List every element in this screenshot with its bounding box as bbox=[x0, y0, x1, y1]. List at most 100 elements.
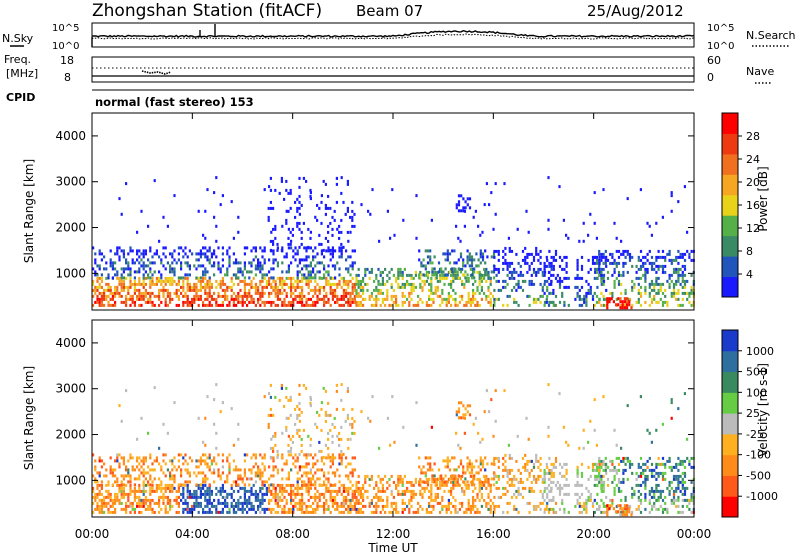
power-cell bbox=[144, 249, 147, 253]
velocity-cell bbox=[114, 507, 117, 511]
power-cell bbox=[182, 282, 185, 286]
velocity-cell bbox=[543, 486, 547, 490]
power-cell bbox=[334, 264, 337, 268]
velocity-cell bbox=[650, 486, 654, 490]
power-cell bbox=[340, 242, 343, 246]
power-cell bbox=[639, 258, 643, 262]
power-cell bbox=[351, 264, 354, 268]
velocity-cell bbox=[147, 471, 150, 475]
velocity-cell bbox=[441, 498, 444, 502]
velocity-cell bbox=[596, 492, 599, 496]
power-cell bbox=[292, 249, 295, 253]
power-cell bbox=[133, 300, 136, 304]
power-cell bbox=[611, 255, 614, 259]
power-cell bbox=[164, 303, 167, 307]
velocity-cell bbox=[609, 459, 612, 463]
colorbar-segment bbox=[722, 194, 738, 216]
velocity-cell bbox=[578, 446, 581, 450]
power-cell bbox=[351, 288, 354, 292]
colorbar-tick-label: 24 bbox=[746, 153, 760, 166]
power-cell bbox=[430, 297, 433, 301]
power-cell bbox=[316, 218, 319, 222]
velocity-cell bbox=[541, 477, 544, 481]
velocity-cell bbox=[377, 498, 380, 502]
velocity-cell bbox=[342, 501, 345, 505]
power-cell bbox=[107, 288, 110, 292]
velocity-cell bbox=[550, 489, 553, 493]
x-tick-label: 00:00 bbox=[75, 527, 110, 541]
velocity-cell bbox=[554, 483, 558, 487]
velocity-cell bbox=[287, 507, 290, 511]
colorbar-segment bbox=[722, 174, 738, 196]
power-cell bbox=[347, 285, 350, 289]
velocity-cell bbox=[197, 459, 200, 463]
velocity-cell bbox=[345, 495, 348, 499]
power-cell bbox=[204, 255, 207, 259]
freq-panel bbox=[91, 56, 695, 83]
velocity-cell bbox=[519, 471, 522, 475]
power-cell bbox=[92, 303, 95, 307]
velocity-cell bbox=[230, 501, 233, 505]
velocity-cell bbox=[546, 486, 549, 490]
power-cell bbox=[545, 264, 548, 268]
velocity-cell bbox=[254, 498, 257, 502]
velocity-cell bbox=[296, 456, 299, 460]
velocity-cell bbox=[628, 504, 632, 508]
velocity-cell bbox=[688, 459, 691, 463]
power-cell bbox=[355, 294, 358, 298]
velocity-cell bbox=[519, 477, 522, 481]
velocity-cell bbox=[162, 498, 165, 502]
power-cell bbox=[686, 279, 689, 283]
power-cell bbox=[353, 282, 356, 286]
power-cell bbox=[120, 273, 123, 277]
velocity-cell bbox=[215, 446, 218, 450]
power-cell bbox=[554, 303, 557, 307]
velocity-cell bbox=[303, 465, 306, 469]
power-cell bbox=[679, 267, 682, 271]
power-cell bbox=[206, 285, 209, 289]
velocity-cell bbox=[683, 471, 687, 475]
velocity-cell bbox=[142, 474, 145, 478]
velocity-cell bbox=[528, 501, 531, 505]
velocity-cell bbox=[199, 483, 202, 487]
velocity-cell bbox=[639, 483, 643, 487]
velocity-cell bbox=[593, 398, 596, 402]
power-cell bbox=[457, 267, 460, 271]
power-cell bbox=[608, 297, 611, 301]
power-cell bbox=[410, 285, 413, 289]
power-cell bbox=[142, 297, 145, 301]
velocity-cell bbox=[177, 459, 180, 463]
power-cell bbox=[377, 297, 380, 301]
power-cell bbox=[109, 249, 112, 253]
power-cell bbox=[360, 203, 363, 207]
power-cell bbox=[331, 276, 334, 280]
velocity-cell bbox=[100, 507, 103, 511]
power-cell bbox=[312, 255, 315, 259]
velocity-cell bbox=[162, 492, 165, 496]
power-cell bbox=[406, 297, 409, 301]
power-cell bbox=[129, 294, 132, 298]
velocity-cell bbox=[595, 462, 599, 466]
velocity-cell bbox=[672, 477, 676, 481]
power-cell bbox=[241, 294, 244, 298]
power-cell bbox=[346, 206, 349, 210]
velocity-cell bbox=[180, 483, 183, 487]
velocity-cell bbox=[445, 510, 448, 514]
velocity-cell bbox=[213, 468, 216, 472]
power-cell bbox=[468, 258, 471, 262]
power-cell bbox=[615, 261, 618, 265]
velocity-cell bbox=[235, 480, 238, 484]
power-cell bbox=[160, 258, 163, 262]
power-cell bbox=[246, 294, 249, 298]
velocity-cell bbox=[583, 507, 586, 511]
power-cell bbox=[561, 267, 564, 271]
power-cell bbox=[301, 279, 304, 283]
velocity-cell bbox=[655, 477, 658, 481]
power-cell bbox=[402, 218, 405, 222]
velocity-cell bbox=[353, 507, 356, 511]
power-cell bbox=[393, 233, 396, 237]
power-cell bbox=[622, 264, 625, 268]
velocity-cell bbox=[204, 443, 207, 447]
velocity-cell bbox=[133, 486, 136, 490]
power-cell bbox=[483, 203, 486, 207]
